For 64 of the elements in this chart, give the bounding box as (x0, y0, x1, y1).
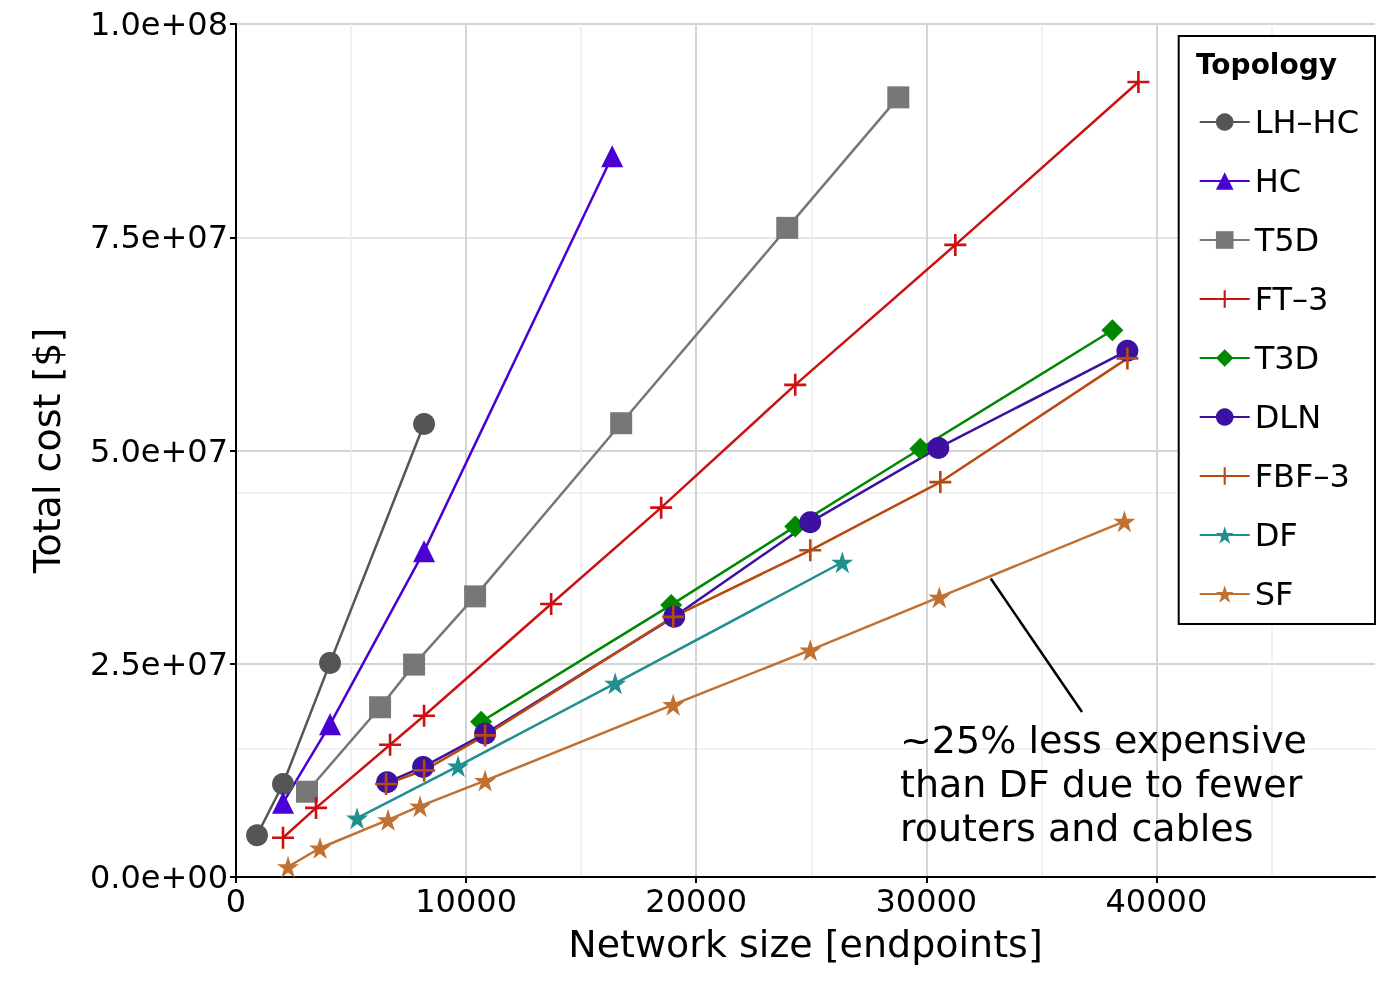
legend-label: LH–HC (1254, 103, 1359, 141)
point (610, 412, 633, 435)
point (604, 672, 627, 695)
point (1127, 71, 1150, 93)
point (346, 807, 369, 830)
point (831, 551, 854, 574)
y-axis-title: Total cost [$] (25, 327, 69, 575)
point (246, 824, 269, 847)
x-tick-label: 0 (225, 882, 247, 920)
legend-label: DF (1254, 516, 1298, 554)
point (272, 826, 295, 849)
point (277, 855, 300, 878)
legend-label: HC (1254, 162, 1302, 200)
point (413, 413, 436, 436)
x-tick-label: 40000 (1105, 882, 1208, 920)
legend-label: T5D (1253, 221, 1320, 259)
y-tick-label: 5.0e+07 (89, 431, 228, 470)
x-axis-title: Network size [endpoints] (568, 922, 1043, 966)
point (927, 436, 950, 459)
point (1116, 347, 1139, 370)
point (944, 233, 967, 256)
point (929, 471, 952, 494)
point (369, 696, 392, 719)
point (409, 795, 432, 818)
point (799, 639, 822, 662)
legend-label: FT–3 (1254, 280, 1329, 318)
x-tick-label: 20000 (645, 882, 748, 920)
point (776, 216, 799, 239)
point (377, 808, 400, 831)
point (272, 791, 295, 814)
point (447, 755, 470, 778)
point (413, 540, 436, 563)
annotation: ~25% less expensive than DF due to fewer routers and cables (900, 718, 1307, 850)
point (799, 511, 822, 534)
point (928, 586, 951, 609)
x-tick-label: 30000 (875, 882, 978, 920)
point (650, 496, 673, 519)
point (309, 837, 332, 859)
legend-title: Topology (1195, 47, 1338, 81)
point (784, 373, 807, 396)
y-tick-label: 7.5e+07 (89, 218, 228, 257)
legend-label: DLN (1254, 398, 1322, 436)
point (1101, 319, 1124, 342)
point (413, 704, 436, 727)
y-tick-label: 0.0e+00 (89, 858, 228, 896)
point (474, 769, 497, 792)
legend-label: FBF–3 (1254, 457, 1350, 495)
legend-label: SF (1254, 575, 1294, 613)
point (601, 145, 624, 168)
legend-label: T3D (1253, 339, 1320, 377)
point (799, 539, 822, 562)
x-tick-label: 10000 (415, 882, 517, 920)
point (1113, 510, 1136, 533)
point (272, 773, 295, 796)
point (464, 585, 487, 608)
y-tick-label: 1.0e+08 (89, 5, 228, 43)
point (403, 653, 426, 676)
point (296, 780, 319, 803)
point (662, 693, 685, 716)
y-tick-label: 2.5e+07 (89, 644, 228, 683)
point (319, 651, 342, 674)
point (379, 733, 402, 756)
point (887, 86, 910, 109)
point (319, 713, 342, 736)
